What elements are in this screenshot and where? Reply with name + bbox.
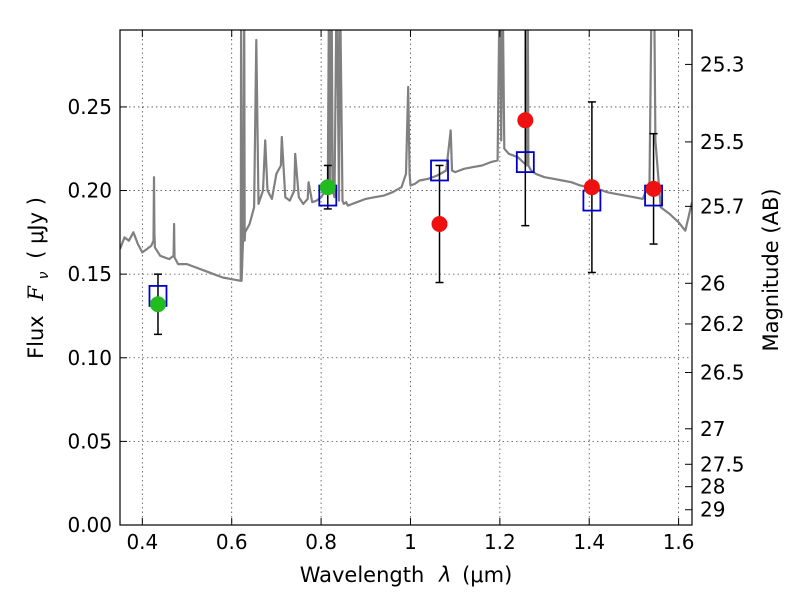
y-axis-label-prefix: Flux <box>24 315 48 359</box>
observed-flux-point <box>583 179 600 196</box>
y-tick-label: 0.15 <box>67 262 112 286</box>
model-flux-square <box>515 151 535 174</box>
observed-flux-point <box>645 180 662 197</box>
x-axis-label-units: (μm) <box>462 563 512 587</box>
magnitude-tick-label: 27 <box>700 417 725 441</box>
magnitude-tick-label: 26 <box>700 271 725 295</box>
magnitude-tick-label: 25.3 <box>700 52 745 76</box>
observed-flux-points <box>149 112 662 313</box>
observed-flux-point <box>517 112 534 129</box>
x-tick-label: 1.4 <box>573 530 605 554</box>
model-sed-line <box>120 30 692 282</box>
y-axis-label-units: ( μJy ) <box>24 197 48 259</box>
magnitude-tick-label: 28 <box>700 475 725 499</box>
magnitude-tick-label: 26.2 <box>700 312 745 336</box>
x-tick-label: 1.6 <box>663 530 695 554</box>
x-tick-label: 0.6 <box>216 530 248 554</box>
y-tick-label: 0.00 <box>67 513 112 537</box>
magnitude-tick-label: 29 <box>700 498 725 522</box>
x-tick-label: 1 <box>404 530 417 554</box>
x-axis-label-prefix: Wavelength <box>300 563 425 587</box>
magnitude-axis-label: Magnitude (AB) <box>759 188 783 351</box>
y-tick-label: 0.05 <box>67 429 112 453</box>
x-tick-label: 0.4 <box>126 530 158 554</box>
magnitude-tick-label: 25.5 <box>700 130 745 154</box>
model-flux-square <box>430 159 449 182</box>
magnitude-tick-label: 26.5 <box>700 360 745 384</box>
y-axis: 0.00 0.05 0.10 0.15 0.20 0.25 <box>67 95 127 537</box>
magnitude-tick-label: 27.5 <box>700 452 745 476</box>
y-axis-label: Flux F ν ( μJy ) <box>24 197 53 359</box>
y-tick-label: 0.25 <box>67 95 112 119</box>
plot-frame <box>119 29 693 526</box>
y-tick-label: 0.20 <box>67 179 112 203</box>
magnitude-tick-label: 25.7 <box>700 194 745 218</box>
observed-flux-point <box>319 179 336 196</box>
x-axis: 0.4 0.6 0.8 1 1.2 1.4 1.6 <box>126 30 695 554</box>
y-axis-label-symbol: F <box>24 285 48 302</box>
y-tick-label: 0.10 <box>67 346 112 370</box>
x-tick-label: 0.8 <box>305 530 337 554</box>
y-axis-label-subscript: ν <box>36 271 52 279</box>
x-axis-label: Wavelength λ (μm) <box>300 563 513 587</box>
plot-background <box>120 30 692 525</box>
observed-flux-point <box>431 215 448 232</box>
x-tick-label: 1.2 <box>484 530 516 554</box>
observed-flux-point <box>149 296 166 313</box>
x-axis-label-symbol: λ <box>438 563 451 587</box>
